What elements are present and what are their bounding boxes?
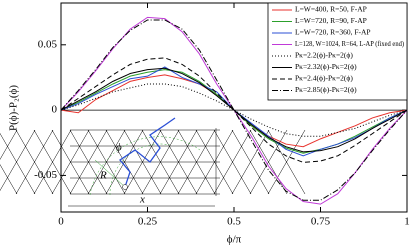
legend-box: [267, 2, 408, 101]
annotation: x: [139, 194, 145, 206]
legend-label: L=W=400, R=50, F-AP: [295, 5, 367, 14]
y-tick-label: 0: [52, 104, 58, 116]
legend-label: L=128, W=1024, R=64, L-AP (fixed end): [295, 39, 404, 48]
legend-label: L=W=720, R=360, F-AP: [295, 28, 371, 37]
lattice-line: [0, 129, 36, 192]
lattice-line: [15, 129, 54, 195]
series-line: [60, 19, 408, 201]
lattice-line: [159, 129, 198, 195]
legend-label: L=W=720, R=90, F-AP: [295, 16, 367, 25]
lattice-line: [0, 129, 18, 160]
x-axis-label: ϕ/π: [227, 234, 242, 246]
y-axis-label: P(ϕ)-P₂(ϕ): [8, 85, 20, 131]
inset-diagram: [0, 117, 306, 207]
radius: [94, 159, 126, 188]
walk: [119, 117, 176, 188]
legend-label: Pκ=2.2(ϕ)-Pκ=2(ϕ): [295, 51, 353, 60]
lattice-line: [33, 129, 72, 195]
y-tick-label: 0.05: [38, 38, 58, 50]
lattice-line: [195, 129, 234, 195]
annotation: ϕ: [116, 142, 122, 154]
origin: [122, 184, 128, 190]
annotation: R: [99, 170, 107, 182]
x-tick-label: 0.5: [227, 216, 241, 228]
lattice-line: [0, 164, 18, 195]
arc: [109, 143, 171, 196]
lattice-line: [51, 129, 90, 195]
legend-label: Pκ=2.85(ϕ)-Pκ=2(ϕ): [295, 85, 357, 94]
lattice-line: [231, 129, 270, 195]
lattice-line: [69, 129, 108, 195]
x-tick-label: 0.75: [311, 216, 331, 228]
lattice-line: [0, 132, 36, 195]
lattice-line: [87, 129, 126, 195]
legend-label: Pκ=2.32(ϕ)-Pκ=2(ϕ): [295, 62, 357, 71]
legend-label: Pκ=2.4(ϕ)-Pκ=2(ϕ): [295, 74, 353, 83]
lattice-line: [105, 129, 144, 195]
x-tick-label: 0.25: [138, 216, 158, 228]
y-tick-label: -0.05: [34, 169, 57, 181]
lattice-line: [249, 129, 288, 195]
x-tick-label: 1: [404, 216, 410, 228]
series-line: [60, 83, 408, 137]
lattice-line: [177, 129, 216, 195]
x-tick-label: 0: [58, 216, 64, 228]
series-line: [60, 67, 408, 153]
lattice-line: [123, 129, 162, 195]
lattice-line: [141, 129, 180, 195]
lattice-line: [213, 129, 252, 195]
